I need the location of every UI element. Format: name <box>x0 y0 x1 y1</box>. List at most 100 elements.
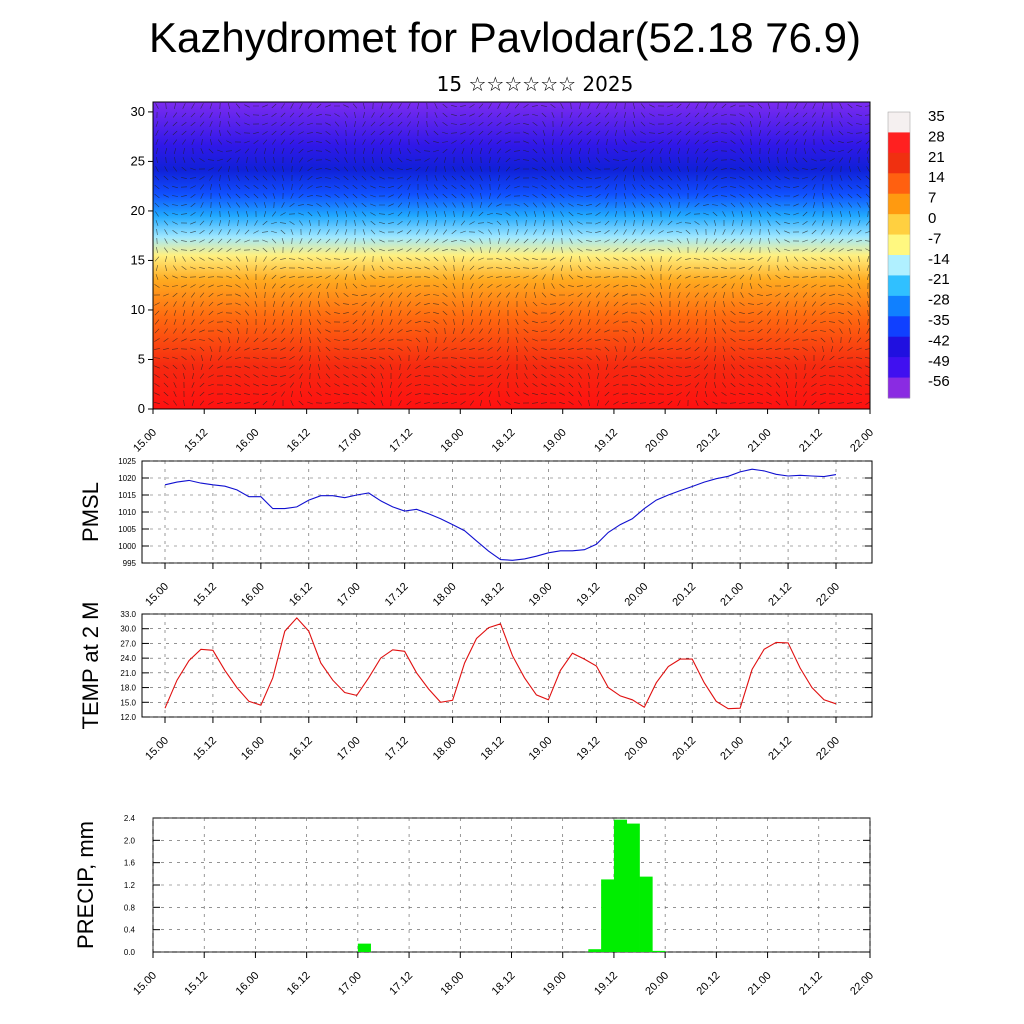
colorbar-swatch <box>888 132 910 154</box>
x-tick-label: 17.12 <box>387 970 415 998</box>
series-line <box>164 617 837 710</box>
y-tick-label: 0.0 <box>124 948 136 957</box>
y-tick-label: 2.0 <box>124 836 136 845</box>
x-tick-label: 17.12 <box>387 427 415 455</box>
colorbar-swatch <box>888 193 910 215</box>
y-tick-label: 1005 <box>118 525 136 534</box>
colorbar-label: 0 <box>928 210 936 227</box>
x-tick-label: 15.00 <box>143 735 171 763</box>
x-tick-label: 21.00 <box>718 735 746 763</box>
y-tick-label: 15.0 <box>120 698 136 707</box>
precip-bar <box>357 943 371 952</box>
x-tick-label: 15.12 <box>191 735 219 763</box>
y-axis-title: PMSL <box>78 482 103 542</box>
colorbar-label: -42 <box>928 332 950 349</box>
colorbar-swatch <box>888 214 910 236</box>
cross-section-panel: 0 5 10 15 20 25 30 15.00 15.12 16.00 16.12 17.00 17.… <box>131 101 876 455</box>
x-tick-label: 18.12 <box>479 735 507 763</box>
y-tick-label: 30 <box>131 104 145 119</box>
y-tick-label: 1.6 <box>124 859 136 868</box>
colorbar-swatch <box>888 316 910 338</box>
temperature-panel: 12.0 15.0 18.0 21.0 24.0 27.0 30.0 33.0 15.00 15.… <box>78 602 873 763</box>
colorbar-label: 28 <box>928 128 945 145</box>
colorbar-swatch <box>888 112 910 133</box>
x-tick-label: 15.00 <box>131 970 159 998</box>
x-tick-label: 16.00 <box>239 735 267 763</box>
x-tick-label: 20.00 <box>643 427 671 455</box>
x-tick-label: 22.00 <box>848 970 876 998</box>
x-tick-label: 17.00 <box>335 581 363 609</box>
colorbar-label: -14 <box>928 251 950 268</box>
colorbar-label: -35 <box>928 312 950 329</box>
y-tick-label: 1025 <box>118 457 136 466</box>
y-tick-label: 0 <box>138 401 145 416</box>
x-tick-label: 16.00 <box>239 581 267 609</box>
x-tick-label: 21.12 <box>797 427 825 455</box>
x-tick-label: 18.12 <box>479 581 507 609</box>
x-tick-label: 17.00 <box>335 735 363 763</box>
x-tick-label: 18.00 <box>431 735 459 763</box>
x-tick-label: 20.00 <box>622 581 650 609</box>
plot-frame <box>141 613 873 718</box>
x-tick-label: 21.00 <box>718 581 746 609</box>
y-tick-label: 1020 <box>118 474 136 483</box>
x-tick-label: 22.00 <box>848 427 876 455</box>
temperature-colorbar: 35 28 21 14 7 0 -7 -14 -21 -28 -35 -42 -49 -56 <box>887 108 950 399</box>
pmsl-panel: 995 1000 1005 1010 1015 1020 1025 15.00 15.12 16.… <box>78 457 873 609</box>
colorbar-label: -28 <box>928 292 950 309</box>
y-axis-title: TEMP at 2 M <box>78 602 103 730</box>
page-subtitle: 15 ☆☆☆☆☆☆ 2025 <box>436 72 634 96</box>
y-tick-label: 1015 <box>118 491 136 500</box>
x-tick-label: 15.00 <box>131 427 159 455</box>
x-tick-label: 15.00 <box>143 581 171 609</box>
precip-bar <box>639 876 653 952</box>
colorbar-swatch <box>888 295 910 317</box>
x-tick-label: 19.00 <box>541 427 569 455</box>
y-tick-label: 0.4 <box>124 926 136 935</box>
x-tick-label: 21.00 <box>746 427 774 455</box>
x-tick-label: 16.00 <box>234 427 262 455</box>
y-tick-label: 1010 <box>118 508 136 517</box>
y-tick-label: 2.4 <box>124 814 136 823</box>
y-tick-label: 15 <box>131 252 145 267</box>
colorbar-label: -56 <box>928 373 950 390</box>
y-tick-label: 18.0 <box>120 684 136 693</box>
x-tick-label: 21.12 <box>766 581 794 609</box>
page-title: Kazhydromet for Pavlodar(52.18 76.9) <box>148 14 862 61</box>
y-tick-label: 25 <box>131 153 145 168</box>
temperature-field <box>153 102 870 409</box>
y-tick-label: 20 <box>131 203 145 218</box>
series-line <box>164 468 837 561</box>
y-tick-label: 1.2 <box>124 881 136 890</box>
colorbar-label: 14 <box>928 169 945 186</box>
x-tick-label: 17.00 <box>336 970 364 998</box>
y-tick-label: 995 <box>123 559 137 568</box>
precip-bar <box>613 819 628 952</box>
colorbar-swatch <box>888 336 910 358</box>
x-tick-label: 19.12 <box>592 427 620 455</box>
x-tick-label: 20.12 <box>670 735 698 763</box>
x-tick-label: 22.00 <box>814 735 842 763</box>
x-tick-label: 19.00 <box>527 735 555 763</box>
precip-bar <box>626 823 640 952</box>
y-tick-label: 21.0 <box>120 669 136 678</box>
x-tick-label: 20.12 <box>695 427 723 455</box>
y-tick-label: 24.0 <box>120 654 136 663</box>
y-tick-label: 10 <box>131 302 145 317</box>
x-tick-label: 17.12 <box>383 581 411 609</box>
x-tick-label: 19.12 <box>575 581 603 609</box>
precip-bar <box>588 949 602 952</box>
x-tick-label: 20.00 <box>622 735 650 763</box>
colorbar-label: 35 <box>928 108 945 125</box>
x-tick-label: 18.00 <box>438 970 466 998</box>
colorbar-label: 21 <box>928 149 945 166</box>
precip-bar <box>652 950 666 952</box>
x-tick-label: 18.00 <box>431 581 459 609</box>
colorbar-swatch <box>888 255 910 276</box>
x-tick-label: 21.00 <box>746 970 774 998</box>
colorbar-swatch <box>888 234 910 256</box>
y-tick-label: 1000 <box>118 542 136 551</box>
precipitation-panel: 0.0 0.4 0.8 1.2 1.6 2.0 2.4 15.00 15.12 16.00 16.1… <box>73 814 876 998</box>
x-tick-label: 20.00 <box>643 970 671 998</box>
colorbar-swatch <box>888 357 910 379</box>
